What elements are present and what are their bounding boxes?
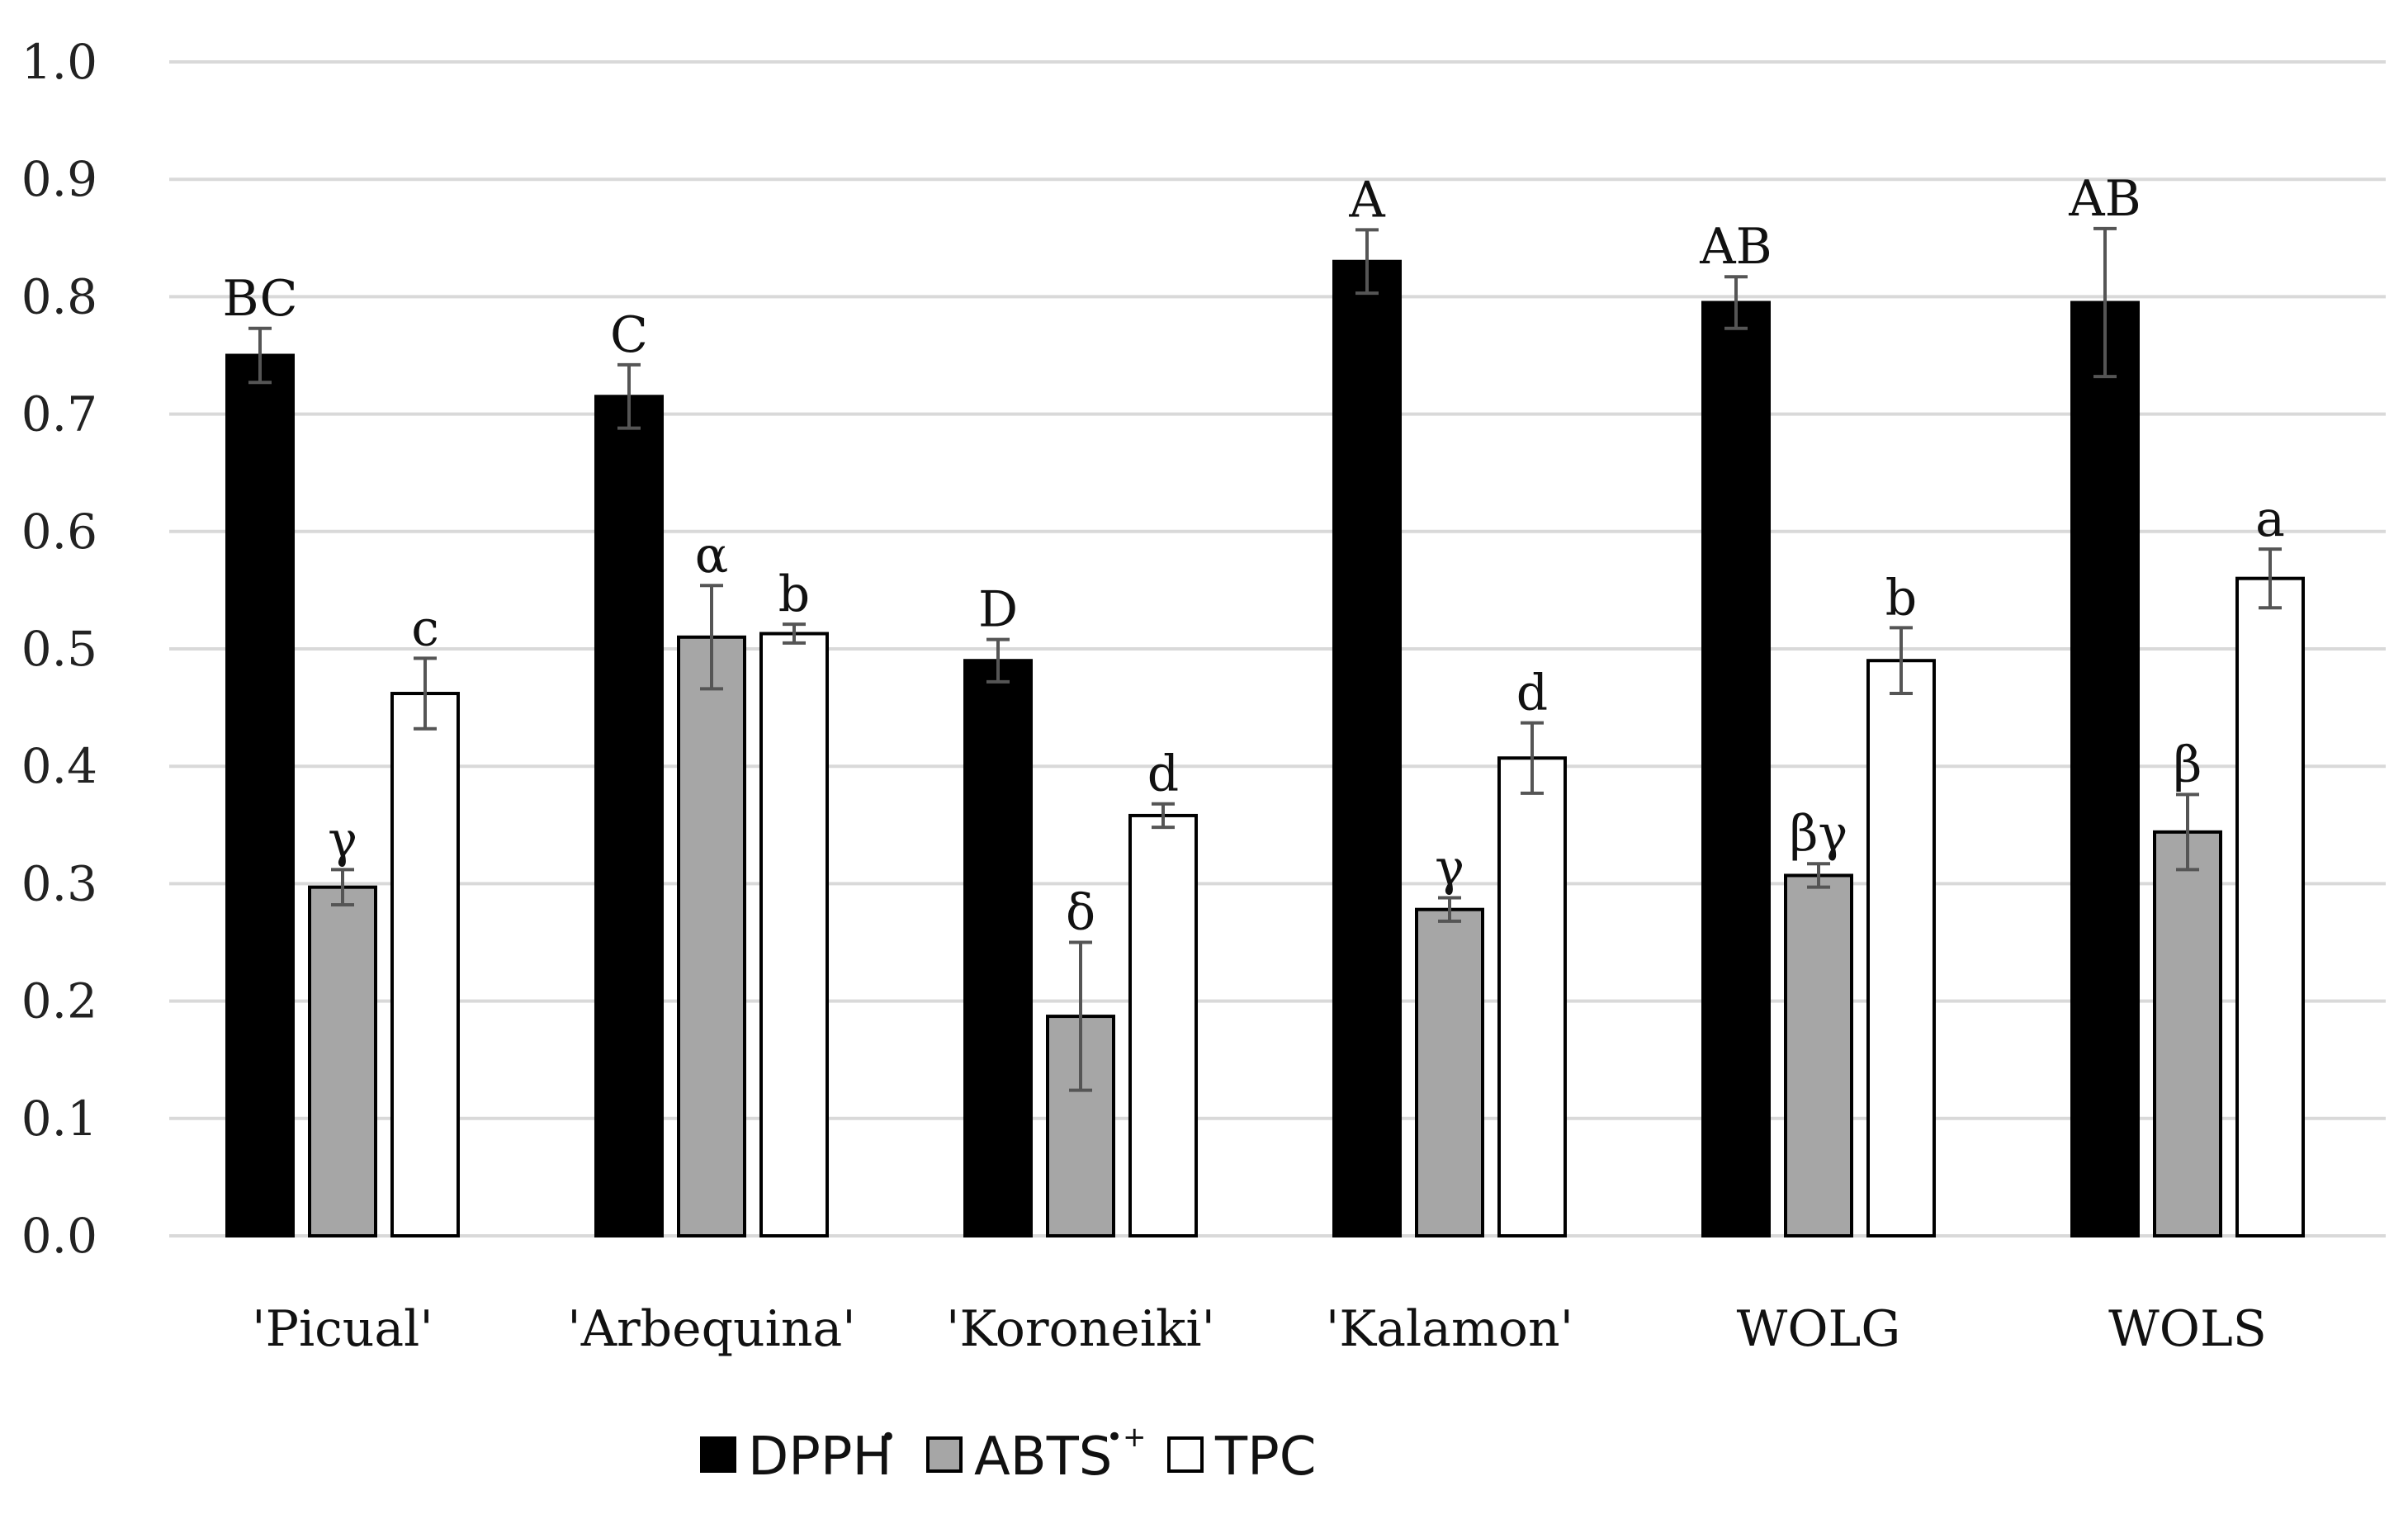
y-axis-ticks: 0.0 0.1 0.2 0.3 0.4 0.5 0.6 0.7 0.8 0.9 1.0	[21, 34, 97, 1264]
significance-label: c	[411, 599, 439, 657]
significance-label: βγ	[1790, 805, 1848, 863]
y-tick-label: 0.7	[21, 386, 97, 442]
significance-label: A	[1348, 171, 1385, 229]
significance-label: D	[978, 581, 1018, 639]
bar	[390, 692, 460, 1237]
significance-label: b	[1885, 569, 1917, 627]
category-label: 'Arbequina'	[567, 1300, 856, 1358]
legend-swatch	[700, 1436, 736, 1473]
y-tick-label: 0.3	[21, 855, 97, 911]
x-axis-categories: 'Picual' 'Arbequina' 'Koroneiki' 'Kalamon' W…	[252, 1300, 2267, 1358]
bar	[1128, 813, 1198, 1237]
legend-label: TPC	[1214, 1427, 1316, 1488]
category-label: WOLS	[2108, 1300, 2267, 1358]
significance-label: C	[610, 306, 648, 364]
bar	[1497, 756, 1567, 1237]
bar	[1415, 907, 1484, 1237]
y-tick-label: 0.1	[21, 1091, 97, 1147]
category-label: WOLG	[1737, 1300, 1901, 1358]
significance-label: AB	[1699, 218, 1772, 276]
bar	[1701, 300, 1771, 1237]
y-tick-label: 0.4	[21, 738, 97, 794]
significance-label: γ	[328, 811, 357, 868]
significance-label: γ	[1435, 839, 1464, 897]
grid-lines	[169, 60, 2386, 1237]
bar	[308, 885, 377, 1238]
bar	[1784, 873, 1853, 1238]
bar	[677, 635, 746, 1237]
significance-label: BC	[222, 270, 297, 328]
legend-label: DPPH	[748, 1427, 892, 1488]
y-tick-label: 1.0	[21, 34, 97, 90]
legend-swatch	[1167, 1436, 1204, 1473]
significance-label: a	[2255, 490, 2285, 548]
bar	[594, 395, 664, 1237]
significance-label: d	[1147, 745, 1179, 803]
bar	[963, 659, 1033, 1237]
y-tick-label: 0.9	[21, 151, 97, 207]
bars	[225, 259, 2305, 1238]
legend-swatch	[926, 1436, 963, 1473]
significance-label: d	[1516, 665, 1548, 722]
y-tick-label: 0.6	[21, 504, 97, 560]
bar	[1866, 659, 1936, 1237]
significance-label: AB	[2068, 170, 2141, 228]
category-label: 'Kalamon'	[1326, 1300, 1573, 1358]
significance-label: δ	[1066, 884, 1095, 942]
bar	[759, 632, 829, 1237]
y-tick-label: 0.5	[21, 621, 97, 677]
error-bars	[248, 226, 2282, 1092]
bar	[1332, 259, 1402, 1237]
bar	[2153, 830, 2222, 1237]
category-label: 'Picual'	[252, 1300, 433, 1358]
y-tick-label: 0.0	[21, 1208, 97, 1264]
legend-superscript: •+	[1106, 1421, 1147, 1454]
significance-label: β	[2174, 736, 2202, 793]
y-tick-label: 0.2	[21, 973, 97, 1029]
significance-label: α	[695, 527, 729, 584]
bar	[2235, 576, 2305, 1237]
legend: DPPH• ABTS•+ TPC	[700, 1421, 1316, 1488]
category-label: 'Koroneiki'	[946, 1300, 1215, 1358]
legend-label: ABTS	[974, 1427, 1112, 1488]
legend-superscript: •	[880, 1421, 896, 1454]
bar	[2070, 300, 2140, 1237]
bar	[225, 353, 295, 1237]
y-tick-label: 0.8	[21, 268, 97, 324]
significance-label: b	[778, 565, 810, 623]
